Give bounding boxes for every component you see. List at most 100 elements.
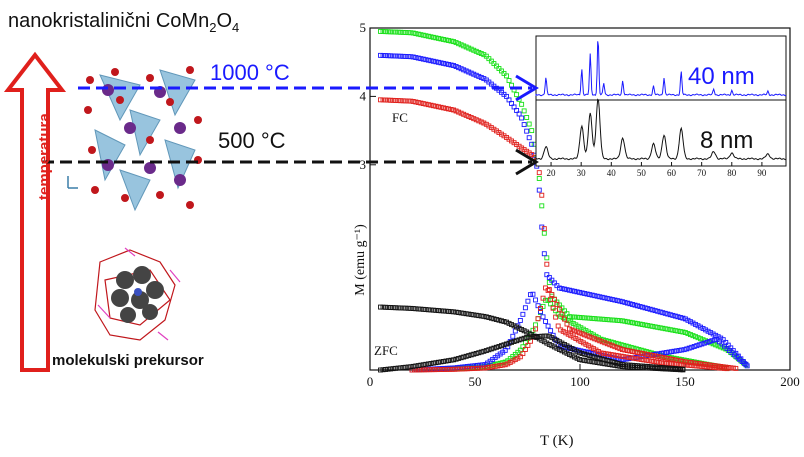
inset-x-tick-label: 40: [607, 168, 617, 178]
xrd-label-blue: 40 nm: [688, 63, 755, 90]
green-fc-point: [525, 115, 529, 119]
red-zfc-point: [556, 324, 560, 328]
green-fc-point: [507, 79, 511, 83]
blue-fc-point: [704, 328, 708, 332]
green-fc-point: [381, 30, 385, 34]
red-fc-point: [472, 117, 476, 121]
green-fc-point: [530, 129, 534, 133]
green-fc-point: [401, 30, 405, 34]
blue-fc-point: [688, 320, 692, 324]
y-tick-label: 3: [360, 157, 367, 172]
sample-title: nanokristalinični CoMn2O4: [8, 10, 239, 35]
red-zfc-point: [581, 341, 585, 345]
red-fc-point: [394, 98, 398, 102]
green-zfc-point: [536, 317, 540, 321]
green-fc-point: [391, 30, 395, 34]
precursor-label: molekulski prekursor: [52, 352, 204, 369]
inset-x-tick-label: 30: [577, 168, 587, 178]
red-zfc-point: [576, 338, 580, 342]
black-fc-point: [391, 306, 395, 310]
green-fc-point: [537, 176, 541, 180]
green-fc-point: [489, 59, 493, 63]
green-fc-point: [497, 66, 501, 70]
label-500c: 500 °C: [218, 128, 286, 154]
red-zfc-point: [569, 334, 573, 338]
blue-fc-point: [394, 54, 398, 58]
red-zfc-point: [589, 345, 593, 349]
green-fc-point: [389, 30, 393, 34]
blue-zfc-point: [549, 329, 553, 333]
blue-fc-point: [520, 116, 524, 120]
black-fc-point: [381, 305, 385, 309]
red-fc-point: [401, 99, 405, 103]
green-fc-point: [565, 312, 569, 316]
green-fc-point: [542, 231, 546, 235]
black-fc-point: [515, 325, 519, 329]
x-axis-label: T (K): [540, 433, 573, 450]
blue-fc-point: [474, 73, 478, 77]
red-zfc-point: [566, 332, 570, 336]
blue-fc-point: [709, 331, 713, 335]
x-tick-label: 100: [570, 374, 590, 389]
blue-fc-point: [469, 71, 473, 75]
red-zfc-point: [579, 339, 583, 343]
green-fc-point: [396, 30, 400, 34]
blue-fc-point: [530, 142, 534, 146]
red-fc-point: [537, 171, 541, 175]
blue-fc-point: [706, 329, 710, 333]
red-fc-point: [477, 119, 481, 123]
black-fc-point: [510, 323, 514, 327]
blue-zfc-point: [546, 324, 550, 328]
blue-zfc-point: [523, 306, 527, 310]
red-zfc-point: [559, 328, 563, 332]
blue-fc-point: [464, 69, 468, 73]
green-fc-point: [515, 93, 519, 97]
green-fc-point: [406, 31, 410, 35]
red-fc-point: [540, 193, 544, 197]
blue-fc-point: [477, 74, 481, 78]
green-zfc-point: [533, 323, 537, 327]
blue-fc-point: [396, 54, 400, 58]
y-tick-label: 5: [360, 20, 367, 35]
black-fc-point: [570, 354, 574, 358]
blue-fc-point: [701, 327, 705, 331]
blue-fc-point: [699, 325, 703, 329]
axis-glyph-icon: [68, 176, 78, 188]
blue-fc-point: [386, 54, 390, 58]
molecular-precursor-image: [95, 248, 180, 340]
black-fc-point: [562, 350, 566, 354]
green-fc-point: [404, 31, 408, 35]
green-fc-point: [560, 306, 564, 310]
black-fc-point: [522, 329, 526, 333]
blue-fc-point: [391, 54, 395, 58]
blue-fc-point: [399, 54, 403, 58]
black-fc-point: [547, 342, 551, 346]
red-fc-point: [389, 98, 393, 102]
green-fc-point: [469, 47, 473, 51]
blue-fc-point: [522, 123, 526, 127]
blue-fc-point: [406, 55, 410, 59]
red-fc-point: [469, 116, 473, 120]
red-fc-point: [545, 262, 549, 266]
black-fc-point: [575, 356, 579, 360]
red-fc-point: [459, 111, 463, 115]
blue-fc-point: [527, 136, 531, 140]
blue-zfc-point: [544, 319, 548, 323]
xrd-label-black: 8 nm: [700, 127, 753, 154]
red-fc-point: [457, 110, 461, 114]
green-fc-point: [386, 30, 390, 34]
blue-fc-point: [537, 188, 541, 192]
red-zfc-point: [523, 347, 527, 351]
green-fc-point: [520, 102, 524, 106]
red-fc-point: [379, 98, 383, 102]
blue-zfc-point: [521, 312, 525, 316]
black-fc-point: [386, 305, 390, 309]
black-fc-point: [404, 306, 408, 310]
red-fc-point: [482, 121, 486, 125]
green-fc-point: [457, 42, 461, 46]
black-fc-point: [545, 341, 549, 345]
red-fc-point: [406, 99, 410, 103]
blue-zfc-point: [533, 298, 537, 302]
green-fc-point: [462, 44, 466, 48]
